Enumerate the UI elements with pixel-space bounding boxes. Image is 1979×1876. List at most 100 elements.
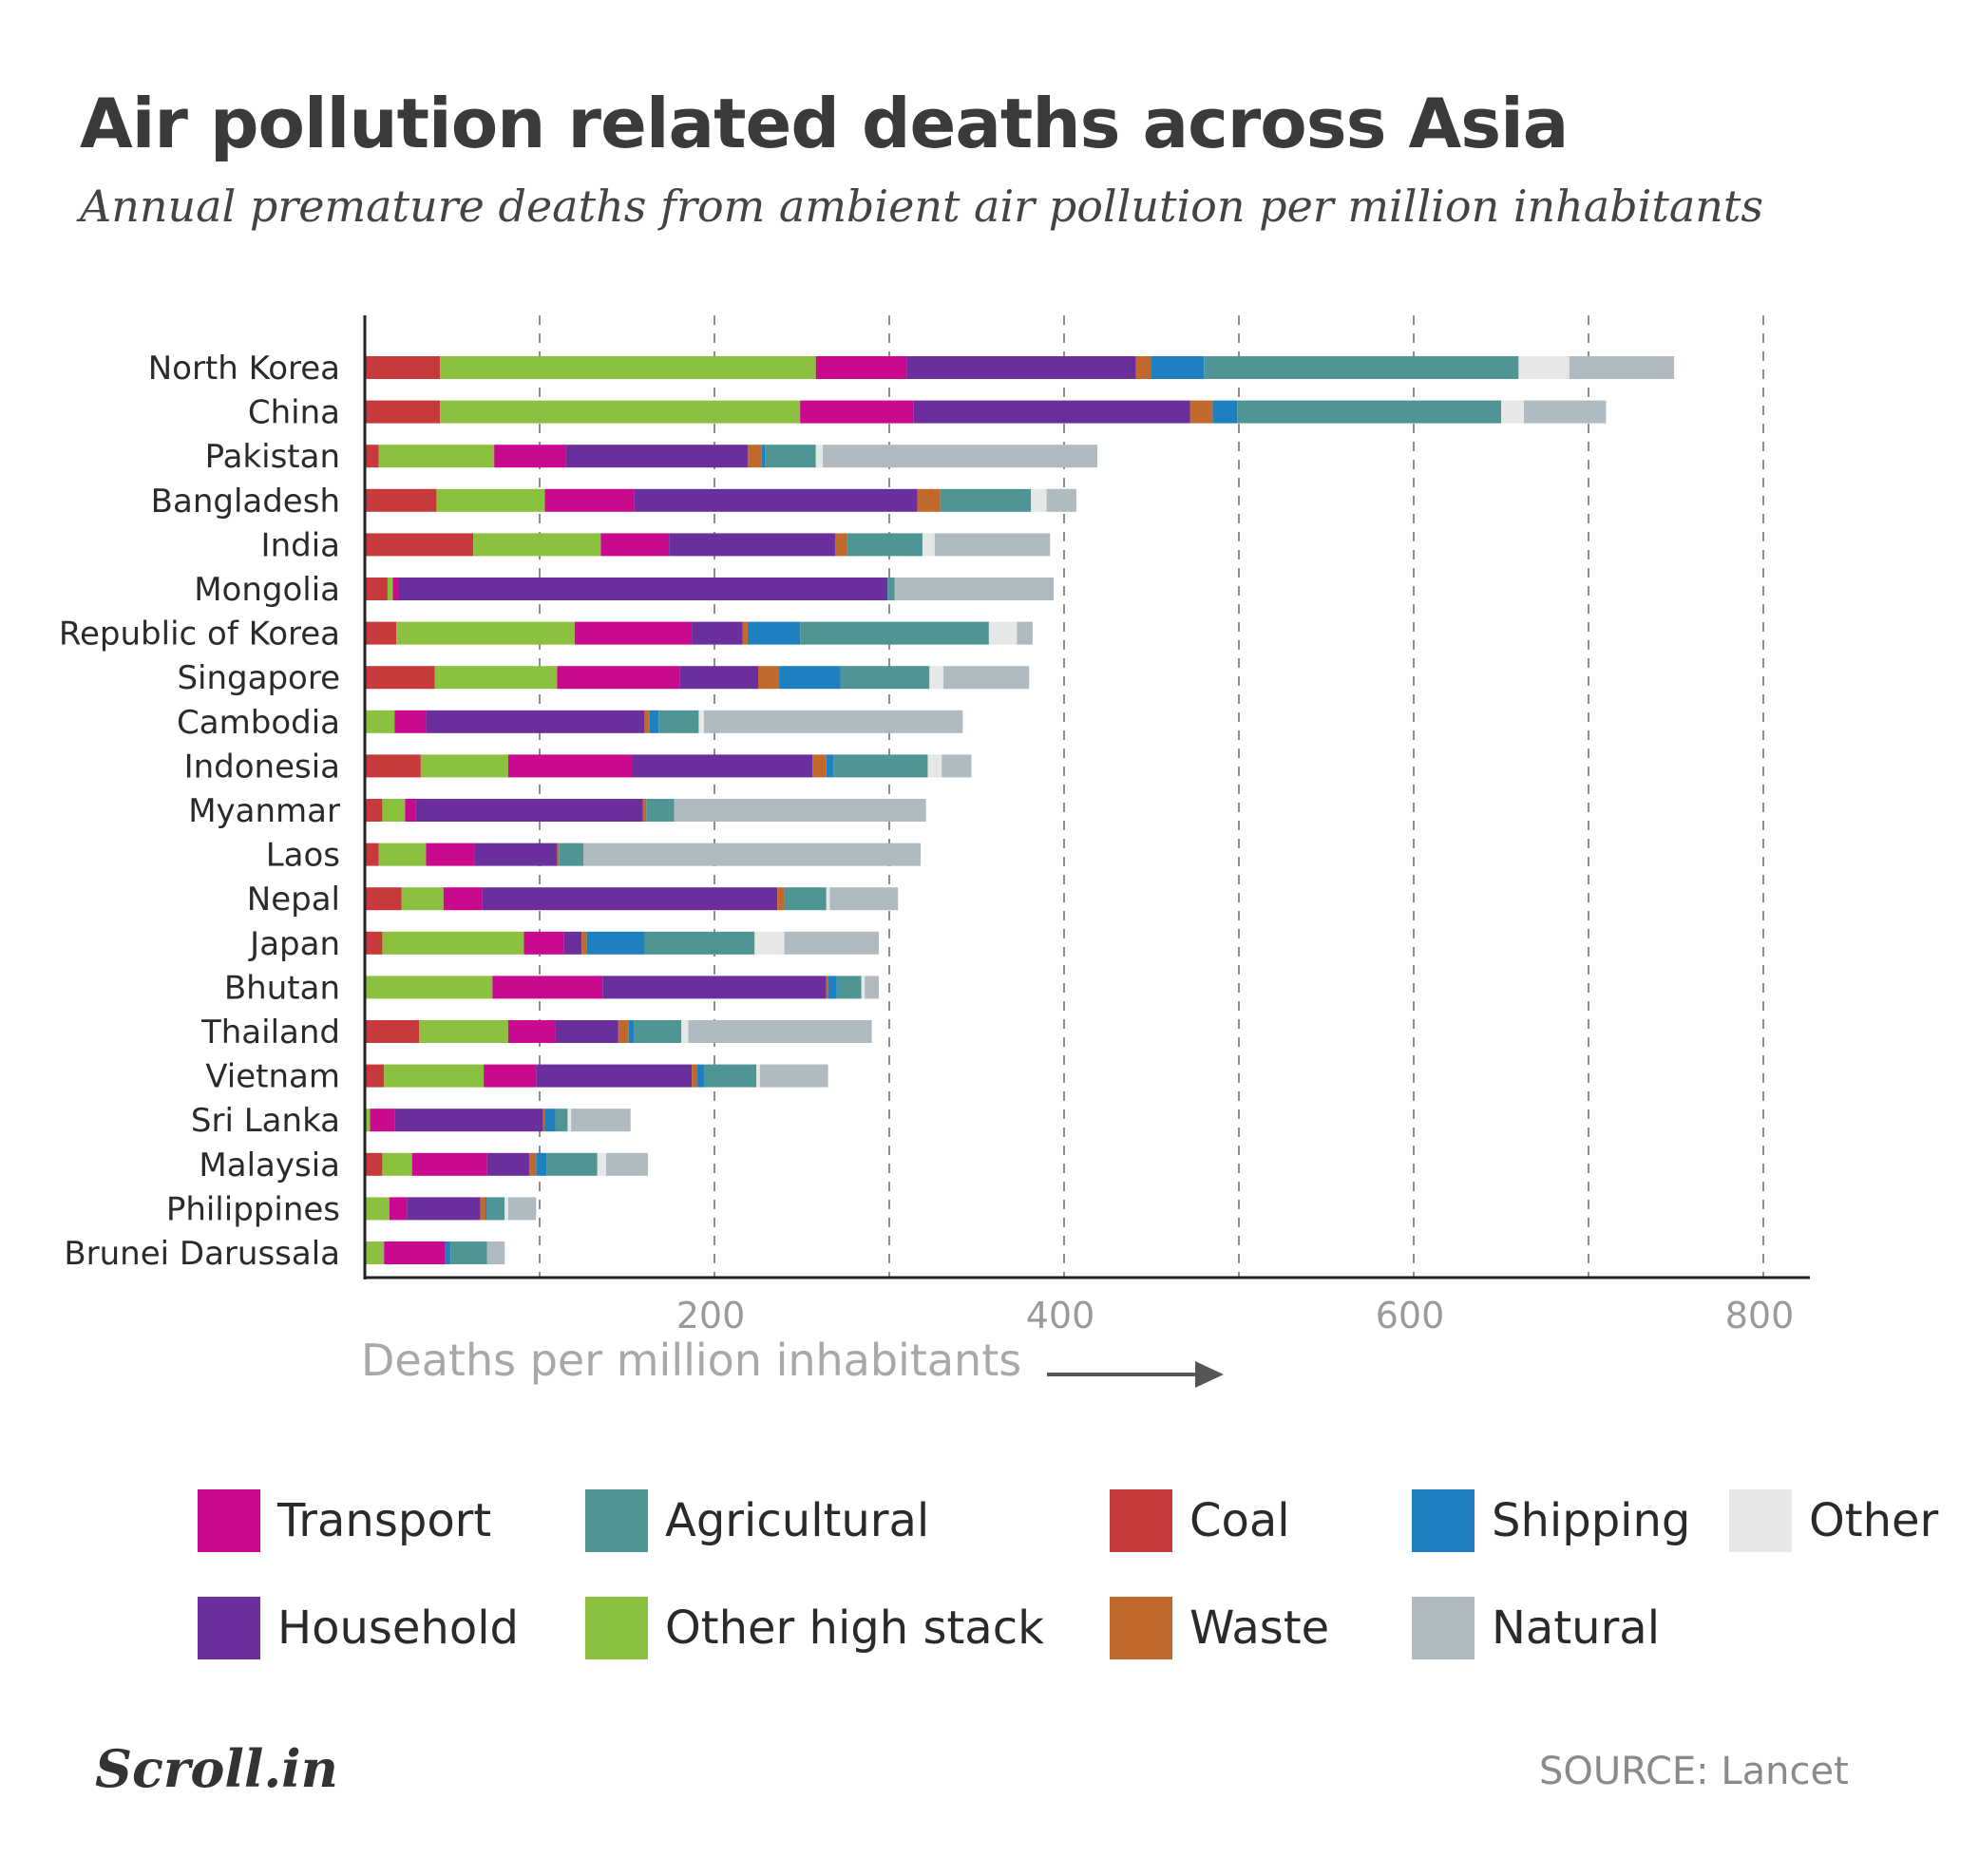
bar-segment-other-high-stack <box>382 799 406 822</box>
legend-label: Other <box>1809 1494 1939 1547</box>
scroll-logo: Scroll.in <box>95 1738 338 1799</box>
bar-segment-other-high-stack <box>401 887 444 911</box>
bar-segment-coal <box>365 400 441 424</box>
bar-segment-household <box>634 488 918 512</box>
bar-segment-transport <box>507 754 633 778</box>
legend-swatch <box>1110 1489 1172 1552</box>
bar-segment-waste <box>917 488 941 512</box>
bar-segment-other-high-stack <box>419 1020 508 1043</box>
bar-segment-shipping <box>445 1241 451 1264</box>
category-labels: North Korea China Pakistan Bangladesh India M… <box>59 350 340 1273</box>
bar-segment-natural <box>865 976 879 999</box>
bar-segment-natural <box>823 445 1097 468</box>
x-tick-labels: 200 400 600 800 <box>676 1295 1795 1336</box>
bar-segment-agricultural <box>887 578 895 600</box>
bar-segment-transport <box>544 488 635 512</box>
bar-segment-shipping <box>649 710 659 733</box>
x-tick-label: 600 <box>1376 1295 1445 1336</box>
bar-segment-waste <box>692 1064 697 1088</box>
bar-segment-household <box>415 799 643 822</box>
bar-segment-coal <box>365 799 383 822</box>
bar-segment-waste <box>581 931 587 955</box>
bar-segment-other <box>815 445 824 468</box>
bar-segment-household <box>474 843 558 866</box>
bar-segment-agricultural <box>940 488 1032 512</box>
category-label: Myanmar <box>188 792 340 830</box>
axis-arrow <box>1047 1361 1224 1388</box>
legend-item-other: Other <box>1729 1489 1938 1552</box>
bar-segment-transport <box>600 533 670 557</box>
bar-segment-other-high-stack <box>365 710 395 733</box>
bar-segment-other-high-stack <box>365 1197 390 1221</box>
bar-segment-transport <box>389 1197 408 1221</box>
bar-segment-household <box>486 1152 529 1176</box>
bar-segment-agricultural <box>833 754 928 778</box>
bar-segment-coal <box>365 621 397 645</box>
bar-segment-transport <box>443 887 483 911</box>
bar-segment-coal <box>365 578 388 600</box>
legend-swatch <box>1729 1489 1792 1552</box>
bar-segment-other-high-stack <box>382 931 524 955</box>
legend-label: Shipping <box>1492 1494 1691 1547</box>
bar-segment-other-high-stack <box>396 621 575 645</box>
bar-segment-coal <box>365 843 379 866</box>
bar-segment-other <box>922 533 935 557</box>
category-label: Bhutan <box>224 969 340 1007</box>
category-label: North Korea <box>148 350 340 388</box>
bar-segment-other <box>861 976 866 999</box>
legend-item-shipping: Shipping <box>1412 1489 1690 1552</box>
bar-segment-other-high-stack <box>436 488 545 512</box>
bar-segment-other-high-stack <box>440 356 816 379</box>
source-note: SOURCE: Lancet <box>1539 1750 1849 1793</box>
bar-segment-natural <box>943 666 1030 690</box>
bar-segment-shipping <box>544 1109 556 1132</box>
bar-segment-waste <box>777 887 785 911</box>
bar-segment-shipping <box>1212 400 1238 424</box>
bar-segment-household <box>669 533 835 557</box>
category-label: Singapore <box>177 659 340 697</box>
legend-label: Other high stack <box>665 1601 1044 1655</box>
bar-segment-shipping <box>828 976 837 999</box>
bar-segment-natural <box>1569 356 1675 379</box>
bar-segment-natural <box>1017 621 1033 645</box>
bar-segment-other-high-stack <box>440 400 801 424</box>
bar-area <box>365 356 1675 1264</box>
bar-segment-transport <box>392 578 398 600</box>
bar-segment-coal <box>365 754 421 778</box>
bar-segment-other <box>681 1020 689 1043</box>
legend-item-coal: Coal <box>1110 1489 1290 1552</box>
legend-item-other-high-stack: Other high stack <box>585 1597 1044 1659</box>
bar-segment-agricultural <box>1204 356 1519 379</box>
category-label: Nepal <box>247 881 340 919</box>
bar-segment-coal <box>365 445 379 468</box>
bar-segment-household <box>632 754 813 778</box>
legend-swatch <box>198 1597 260 1659</box>
bar-segment-transport <box>574 621 693 645</box>
bar-segment-transport <box>384 1241 446 1264</box>
category-label: Mongolia <box>194 571 340 609</box>
bar-segment-waste <box>1135 356 1151 379</box>
legend-swatch <box>585 1597 648 1659</box>
legend-label: Coal <box>1189 1494 1290 1547</box>
legend-swatch <box>585 1489 648 1552</box>
bar-segment-natural <box>605 1152 649 1176</box>
bar-segment-coal <box>365 931 383 955</box>
bar-segment-transport <box>815 356 907 379</box>
bar-segment-waste <box>557 843 560 866</box>
bar-segment-waste <box>618 1020 629 1043</box>
bar-segment-agricultural <box>559 843 583 866</box>
bar-segment-waste <box>1189 400 1213 424</box>
bar-segment-transport <box>411 1152 487 1176</box>
bar-segment-shipping <box>628 1020 635 1043</box>
legend-item-waste: Waste <box>1110 1597 1329 1659</box>
bar-segment-shipping <box>826 754 834 778</box>
bar-segment-other <box>927 754 942 778</box>
bar-segment-other-high-stack <box>420 754 508 778</box>
category-label: China <box>248 394 340 432</box>
bar-segment-waste <box>480 1197 485 1221</box>
bar-segment-agricultural <box>840 666 930 690</box>
category-label: Brunei Darussala <box>64 1235 340 1273</box>
bar-segment-natural <box>583 843 922 866</box>
x-tick-label: 400 <box>1026 1295 1095 1336</box>
bar-segment-household <box>536 1064 693 1088</box>
